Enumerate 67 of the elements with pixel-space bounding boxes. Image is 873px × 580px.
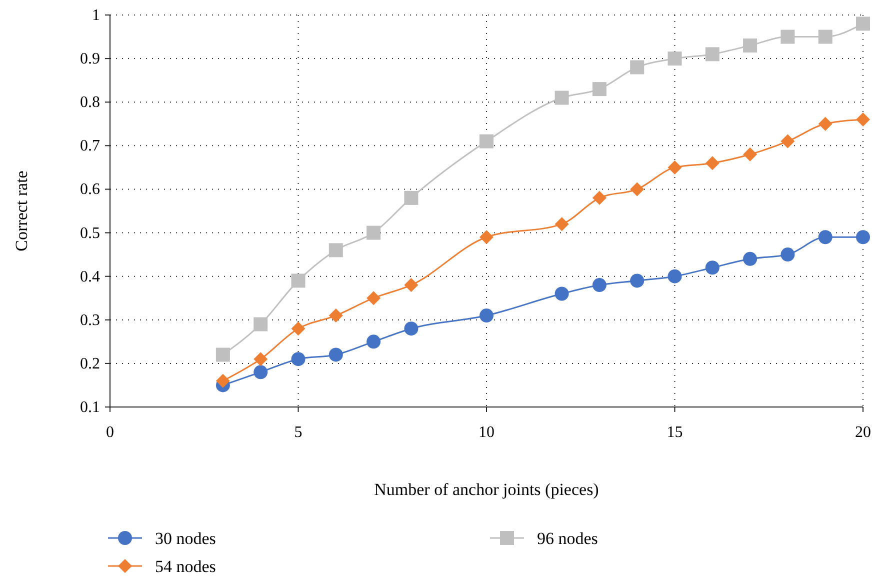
y-tick-label: 0.5: [80, 224, 100, 242]
y-tick-label: 0.1: [80, 399, 100, 416]
point: [480, 308, 494, 323]
point: [856, 112, 870, 127]
point: [668, 269, 682, 284]
point: [328, 243, 343, 258]
legend-label: 96 nodes: [537, 529, 598, 548]
point: [856, 16, 870, 31]
y-tick-label: 0.7: [80, 138, 100, 155]
point: [780, 134, 795, 148]
point: [366, 334, 381, 349]
x-tick-label: 20: [855, 424, 871, 441]
point: [630, 274, 644, 288]
point: [630, 182, 644, 196]
point: [592, 278, 606, 292]
y-tick-label: 0.4: [80, 268, 100, 286]
point: [291, 352, 306, 366]
x-tick-label: 10: [478, 424, 494, 441]
legend-label: 54 nodes: [155, 557, 216, 576]
y-tick-label: 0.9: [80, 50, 100, 68]
point: [366, 226, 381, 240]
point: [818, 116, 832, 131]
point: [668, 52, 682, 66]
point: [743, 38, 758, 52]
point: [554, 90, 569, 105]
y-axis-title: Correct rate: [12, 170, 31, 252]
point: [254, 352, 268, 366]
point: [856, 230, 870, 244]
point: [592, 82, 606, 96]
point: [216, 374, 230, 388]
x-axis-title: Number of anchor joints (pieces): [374, 480, 599, 499]
y-tick-label: 0.8: [80, 94, 100, 112]
x-tick-label: 15: [666, 424, 683, 441]
point: [404, 190, 418, 205]
point: [780, 30, 795, 44]
point: [291, 274, 306, 288]
point: [743, 147, 758, 162]
point: [404, 322, 418, 336]
point: [780, 248, 795, 262]
legend-label: 30 nodes: [155, 529, 216, 548]
point: [818, 30, 832, 44]
point: [480, 230, 494, 244]
point: [668, 160, 682, 174]
point: [705, 156, 720, 170]
point: [705, 260, 720, 275]
point: [592, 190, 606, 205]
point: [216, 348, 230, 362]
y-tick-label: 1: [92, 7, 100, 24]
x-tick-label: 5: [294, 424, 302, 441]
point: [630, 60, 644, 74]
point: [254, 365, 268, 380]
point: [404, 278, 418, 292]
point: [366, 291, 381, 306]
point: [554, 217, 569, 232]
point: [743, 252, 758, 266]
point: [818, 230, 832, 244]
y-tick-label: 0.3: [80, 312, 100, 329]
point: [480, 134, 494, 148]
x-tick-label: 0: [106, 424, 114, 441]
point: [254, 317, 268, 332]
y-tick-label: 0.2: [80, 355, 100, 372]
point: [328, 348, 343, 362]
point: [554, 286, 569, 301]
point: [291, 322, 306, 336]
point: [328, 308, 343, 323]
y-tick-label: 0.6: [80, 181, 100, 198]
point: [705, 47, 720, 62]
